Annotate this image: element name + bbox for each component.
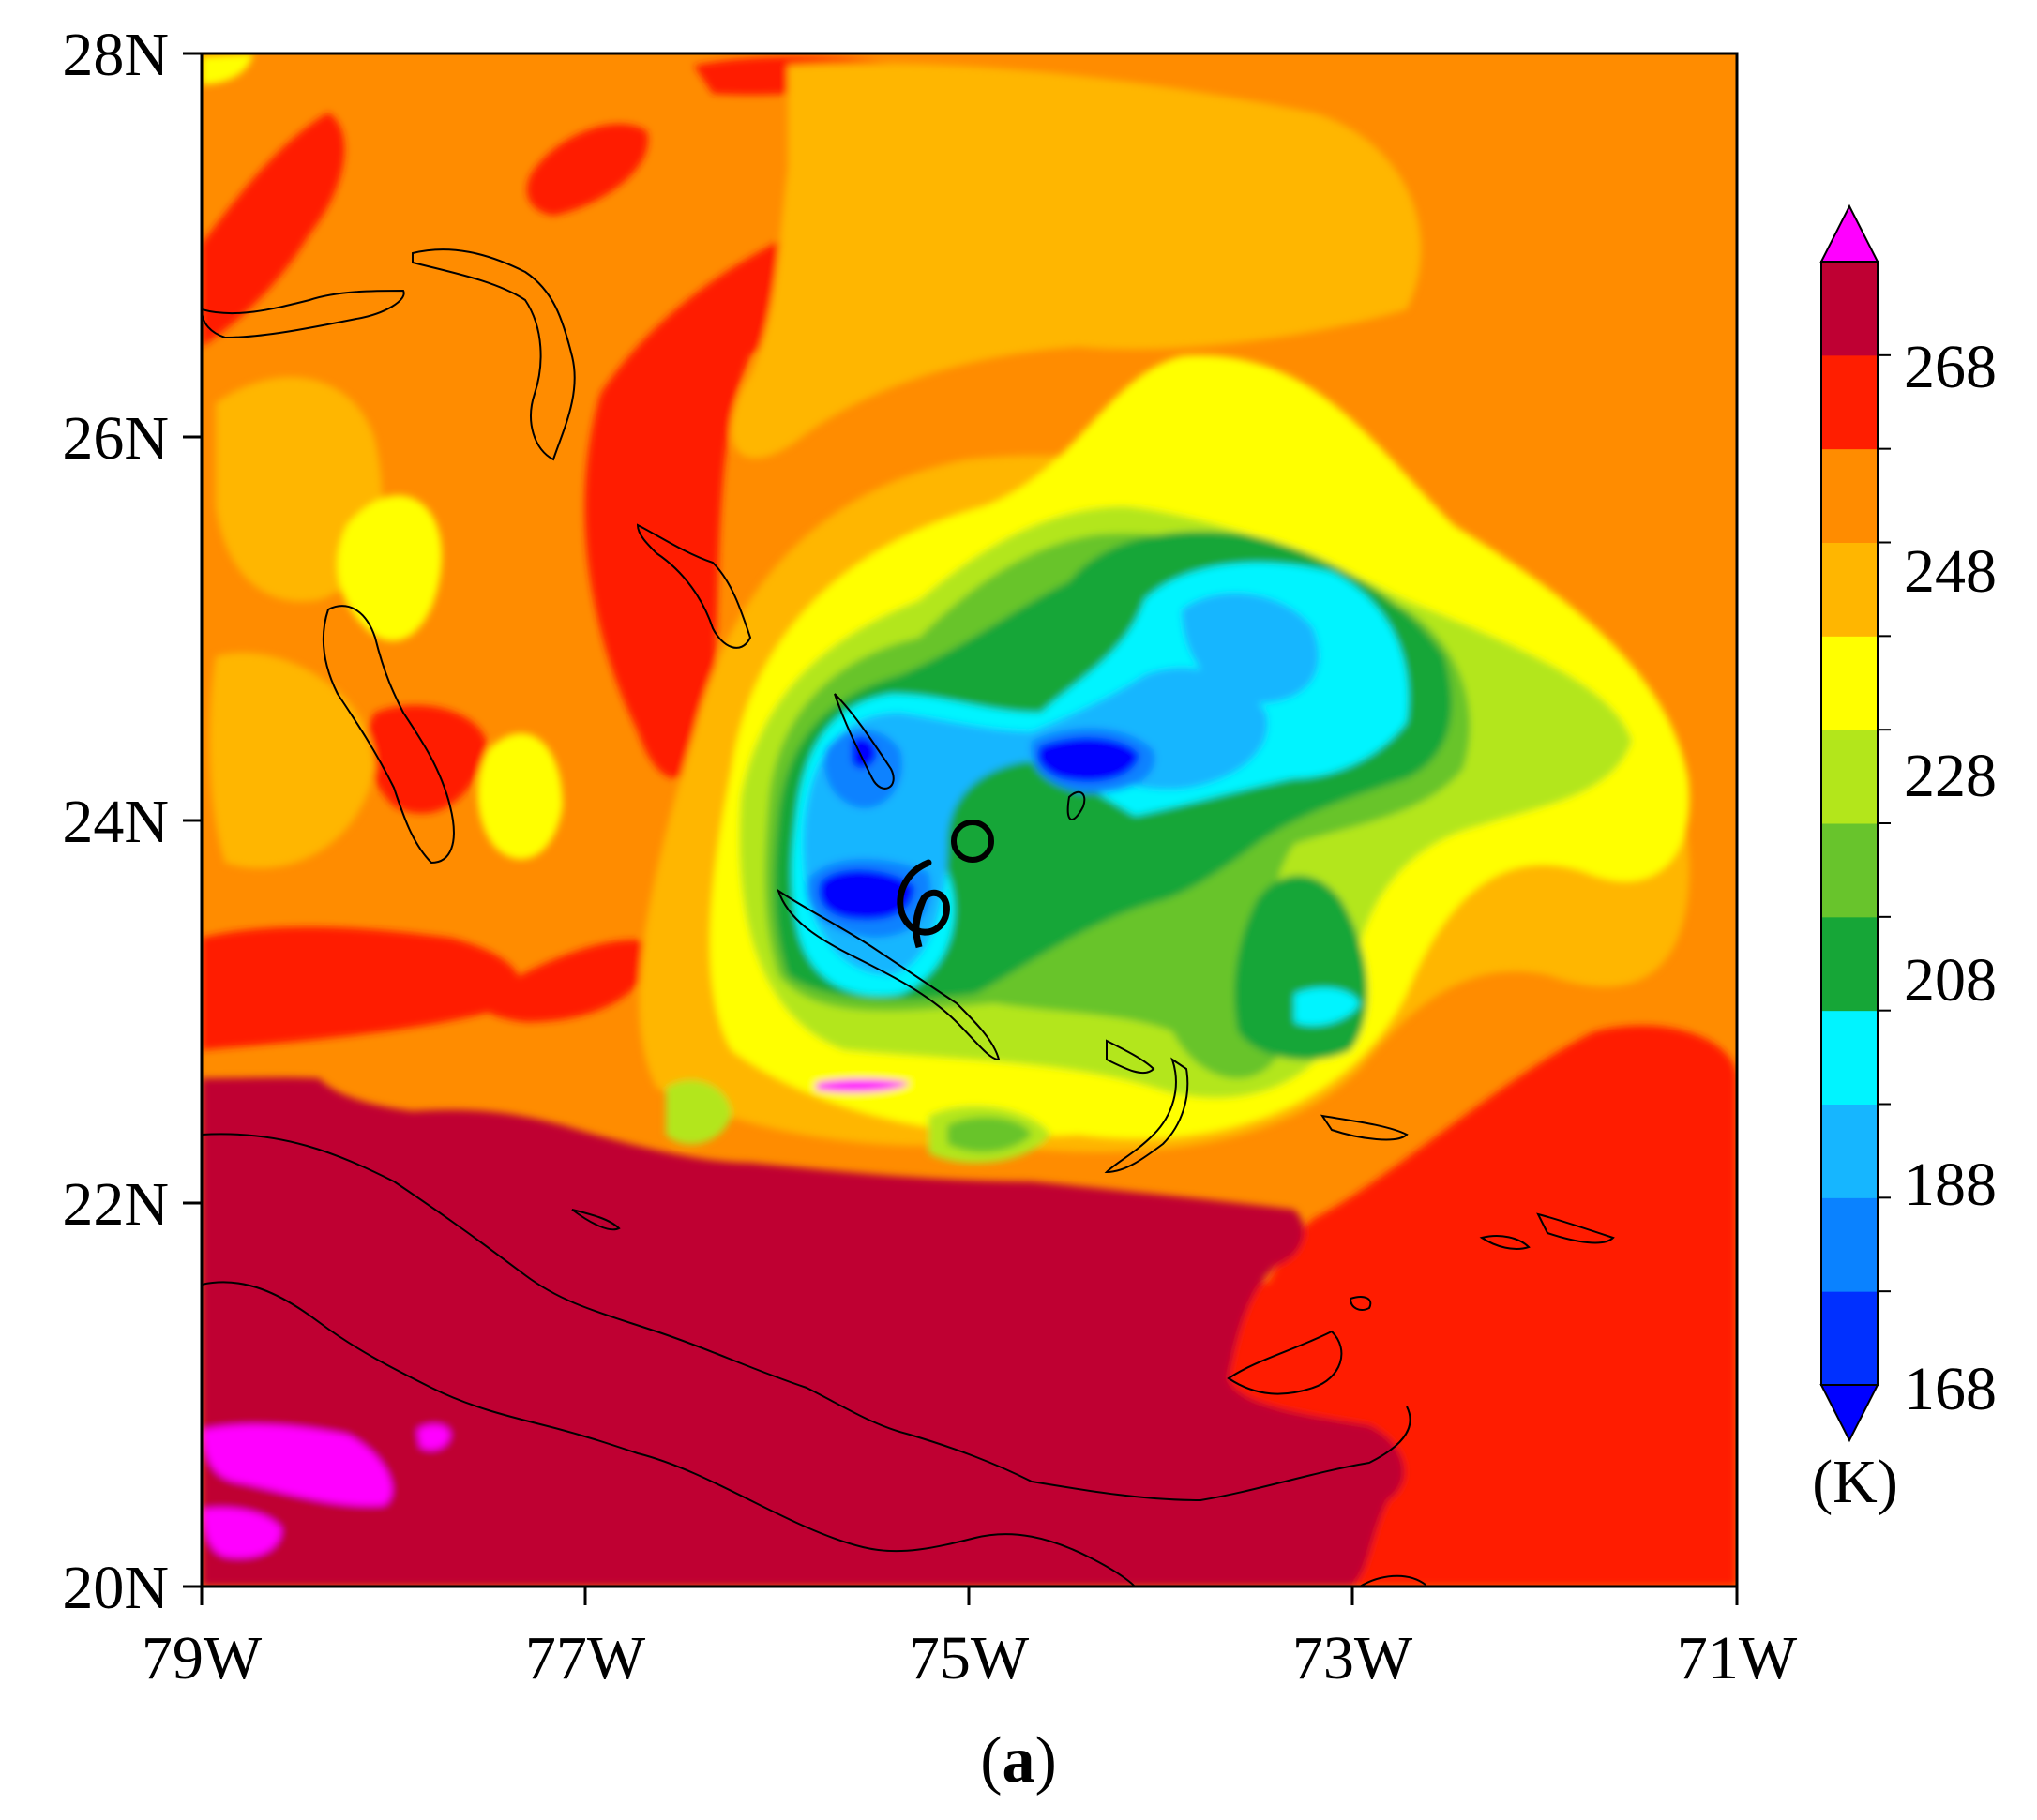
coastline-abaco-east xyxy=(571,1209,621,1231)
colorbar-segment xyxy=(1821,1010,1878,1105)
colorbar-label-188: 188 xyxy=(1904,1151,1997,1219)
y-axis xyxy=(183,52,202,1588)
coastline-eleuthera xyxy=(412,248,576,461)
colorbar-ticks xyxy=(1878,353,1891,1293)
x-tick-label: 79W xyxy=(142,1624,263,1692)
deepblue-west-core xyxy=(852,736,877,769)
coastline-cuba-north xyxy=(202,1133,1411,1502)
colorbar-segment xyxy=(1821,730,1878,824)
coastline-crooked-island xyxy=(1106,1039,1155,1075)
x-tick-label: 73W xyxy=(1292,1624,1413,1692)
green-south-blob xyxy=(947,1117,1032,1152)
lightorange-west-2 xyxy=(209,653,375,868)
map-panel xyxy=(202,53,1737,1587)
y-tick-label: 20N xyxy=(62,1554,169,1622)
coastline-caicos xyxy=(1536,1212,1615,1244)
lightorange-northeast xyxy=(731,63,1422,459)
colorbar-over-triangle xyxy=(1819,203,1879,263)
panel-label: (a) xyxy=(980,1724,1057,1797)
colorbar-segment xyxy=(1821,823,1878,918)
magenta-patch-1 xyxy=(202,1424,392,1506)
coastline-cuba-south xyxy=(202,1281,1136,1587)
x-tick-label: 75W xyxy=(909,1624,1030,1692)
red-band-south-mid xyxy=(482,940,656,1022)
red-patch-north xyxy=(526,124,649,216)
y-tick-labels: 28N 26N 24N 22N 20N xyxy=(62,21,169,1622)
coastline-andros xyxy=(322,605,455,865)
coastline-cat-island xyxy=(834,693,895,790)
magenta-patch-2 xyxy=(417,1424,450,1451)
colorbar-label-268: 268 xyxy=(1904,333,1997,401)
x-tick-label: 77W xyxy=(525,1624,646,1692)
red-band-northwest xyxy=(202,113,345,347)
coastline-turks xyxy=(1479,1235,1531,1250)
colorbar-segments xyxy=(1821,262,1878,1386)
colorbar-label-228: 228 xyxy=(1904,742,1997,810)
x-tick-labels: 79W 77W 75W 73W 71W xyxy=(142,1624,1798,1692)
colorbar: 268 248 228 208 188 168 (K) xyxy=(1812,203,1997,1516)
y-tick-label: 22N xyxy=(62,1170,169,1239)
lightgreen-south-blob xyxy=(666,1079,732,1145)
colorbar-label-248: 248 xyxy=(1904,537,1997,606)
red-patch-cuba-north xyxy=(365,705,488,814)
deepblue-center-core xyxy=(1037,737,1139,782)
cyan-east-blob xyxy=(1294,987,1360,1026)
observed-center-circle xyxy=(951,820,994,863)
panel-label-open: ( xyxy=(980,1724,1002,1797)
warm-land-south xyxy=(202,1077,1405,1587)
coastlines xyxy=(202,248,1615,1587)
coastline-samana xyxy=(1066,790,1086,820)
red-band-west xyxy=(202,926,521,1050)
colorbar-segment xyxy=(1821,1104,1878,1198)
y-tick-label: 24N xyxy=(62,788,169,856)
panel-label-letter: a xyxy=(1003,1724,1035,1797)
x-tick-label: 71W xyxy=(1677,1624,1798,1692)
colorbar-label-168: 168 xyxy=(1904,1355,1997,1423)
colorbar-segment xyxy=(1821,262,1878,356)
magenta-patch-3 xyxy=(202,1508,281,1558)
colorbar-segment xyxy=(1821,448,1878,543)
deepblue-south-core xyxy=(819,869,914,921)
coastline-grand-bahama xyxy=(202,289,405,339)
y-tick-label: 28N xyxy=(62,21,169,89)
yellow-west-blob-2 xyxy=(477,733,563,860)
colorbar-under-triangle xyxy=(1819,1384,1879,1443)
coastline-long-island xyxy=(777,888,1001,1061)
coastline-inagua xyxy=(1227,1330,1343,1395)
colorbar-segment xyxy=(1821,916,1878,1012)
magenta-patch-4 xyxy=(816,1078,910,1093)
panel-label-close: ) xyxy=(1035,1724,1057,1797)
x-axis xyxy=(200,1587,1739,1605)
coastline-exuma xyxy=(636,523,752,649)
red-band-center xyxy=(584,196,977,778)
colorbar-segment xyxy=(1821,1291,1878,1386)
colorbar-segment xyxy=(1821,1197,1878,1292)
colorbar-segment xyxy=(1821,542,1878,637)
coastline-hispaniola xyxy=(1359,1574,1426,1587)
y-tick-label: 26N xyxy=(62,404,169,473)
yellow-north-line xyxy=(202,53,253,84)
yellow-west-blob xyxy=(337,495,443,641)
hurricane-symbol xyxy=(897,859,950,949)
colorbar-segment xyxy=(1821,636,1878,730)
coastline-mayaguana xyxy=(1320,1114,1409,1141)
coastline-acklins xyxy=(1104,1057,1189,1174)
colorbar-label-208: 208 xyxy=(1904,946,1997,1015)
colorbar-unit: (K) xyxy=(1812,1448,1898,1516)
coastline-small-islet xyxy=(1349,1296,1372,1311)
colorbar-segment xyxy=(1821,354,1878,450)
lightblue-northeast xyxy=(1182,593,1320,703)
